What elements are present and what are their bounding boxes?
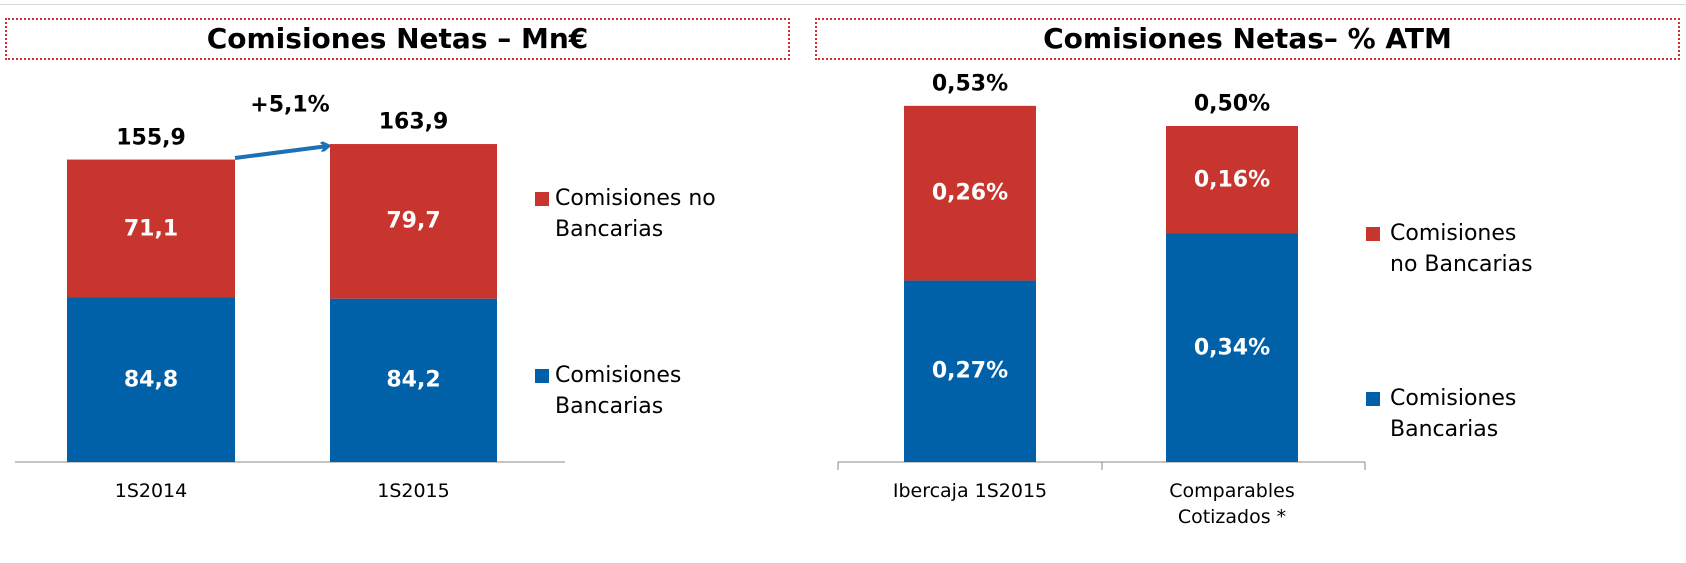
total-label: 163,9: [378, 109, 449, 135]
data-label: 84,8: [123, 367, 179, 393]
data-label: 79,7: [386, 208, 441, 234]
growth-arrow: [234, 146, 328, 160]
legend-label: Comisiones no Bancarias: [555, 186, 716, 242]
data-label: 71,1: [123, 216, 179, 242]
bar-segment: [330, 298, 497, 462]
x-tick-label: 1S2014: [114, 480, 188, 502]
bar-segment: [67, 159, 235, 298]
total-label: 155,9: [116, 125, 186, 151]
data-label: 0,27%: [931, 358, 1009, 384]
legend-swatch: [535, 192, 549, 206]
chart-title: Comisiones Netas – Mn€: [206, 22, 589, 55]
legend-label: Comisiones Bancarias: [1390, 386, 1517, 442]
total-label: 0,50%: [1193, 91, 1271, 117]
chart-title: Comisiones Netas– % ATM: [1043, 22, 1452, 55]
legend-label: Comisiones no Bancarias: [1390, 221, 1533, 277]
data-label: 0,34%: [1193, 335, 1271, 361]
bar-segment: [904, 105, 1036, 281]
legend-swatch: [535, 369, 549, 383]
x-tick-label: 1S2015: [377, 480, 450, 502]
x-tick-label: Comparables Cotizados *: [1169, 480, 1295, 528]
title-box: Comisiones Netas – Mn€: [5, 18, 790, 60]
bar-segment: [1166, 233, 1298, 462]
annotation: +5,1%: [250, 92, 330, 118]
data-label: 0,16%: [1193, 167, 1271, 193]
title-box: Comisiones Netas– % ATM: [815, 18, 1680, 60]
bar-segment: [1166, 126, 1298, 234]
bar-segment: [67, 297, 235, 462]
data-label: 0,26%: [931, 180, 1009, 206]
x-tick-label: Ibercaja 1S2015: [892, 480, 1048, 502]
legend-label: Comisiones Bancarias: [555, 363, 682, 419]
legend-swatch: [1366, 227, 1380, 241]
bar-segment: [904, 280, 1036, 462]
top-rule: [0, 4, 1686, 5]
legend-swatch: [1366, 392, 1380, 406]
total-label: 0,53%: [931, 71, 1009, 97]
bar-segment: [330, 144, 497, 299]
data-label: 84,2: [386, 367, 441, 393]
